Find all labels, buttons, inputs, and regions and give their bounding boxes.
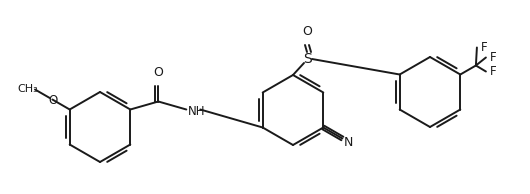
Text: S: S bbox=[304, 52, 312, 66]
Text: F: F bbox=[490, 51, 497, 64]
Text: F: F bbox=[490, 65, 497, 78]
Text: O: O bbox=[153, 67, 163, 80]
Text: O: O bbox=[302, 25, 312, 38]
Text: N: N bbox=[344, 135, 353, 148]
Text: CH₃: CH₃ bbox=[17, 85, 39, 94]
Text: NH: NH bbox=[188, 105, 205, 118]
Text: O: O bbox=[49, 94, 58, 107]
Text: F: F bbox=[481, 41, 488, 54]
